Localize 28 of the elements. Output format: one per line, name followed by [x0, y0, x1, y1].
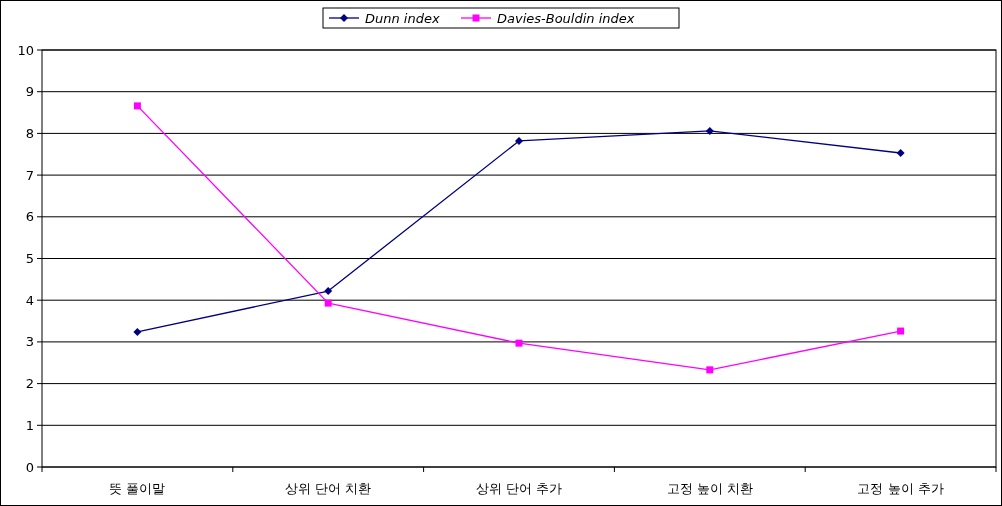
point — [897, 327, 905, 335]
y-tick-label: 6 — [25, 209, 34, 225]
point — [705, 126, 714, 135]
y-tick-label: 2 — [25, 376, 34, 392]
y-tick-label: 1 — [25, 417, 34, 433]
y-tick-label: 0 — [25, 459, 34, 475]
point — [133, 327, 142, 336]
y-tick-label: 5 — [25, 251, 34, 266]
point — [515, 136, 523, 145]
y-tick-label: 7 — [25, 167, 34, 183]
point — [133, 102, 141, 110]
y-tick-label: 4 — [25, 292, 34, 308]
point — [324, 299, 332, 307]
x-tick-label: 상위 단어 치환 — [285, 481, 372, 496]
y-tick-label: 9 — [25, 84, 34, 100]
point — [896, 149, 905, 157]
y-tick-label: 3 — [25, 334, 34, 350]
x-tick-label: 상위 단어 추가 — [475, 481, 563, 496]
x-tick-label: 뜻 풀이말 — [109, 481, 166, 496]
point — [324, 287, 333, 296]
legend-label: Davies-Bouldin index — [497, 11, 635, 26]
x-tick-label: 고정 높이 치환 — [666, 481, 753, 496]
y-tick-label: 8 — [25, 125, 34, 141]
y-tick-label: 10 — [17, 42, 34, 58]
x-tick-label: 고정 높이 추가 — [857, 481, 944, 496]
point — [706, 366, 714, 374]
point — [515, 339, 523, 347]
legend-label: Dunn index — [365, 11, 440, 26]
